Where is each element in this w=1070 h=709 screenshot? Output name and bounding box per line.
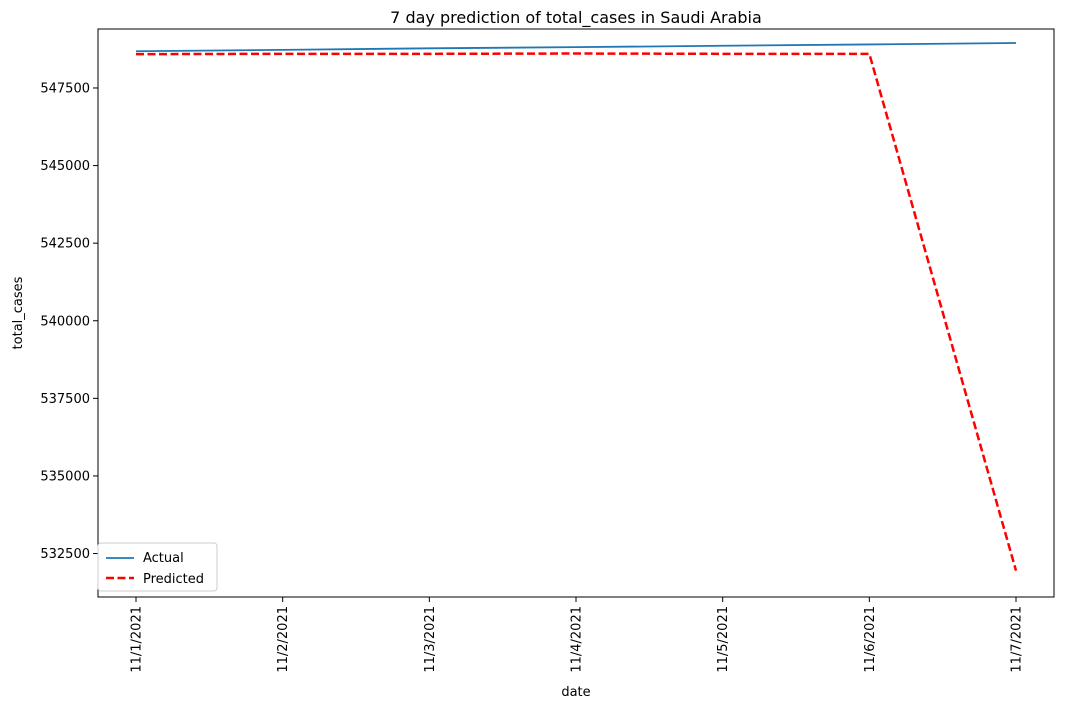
plot-area xyxy=(135,42,1018,571)
y-axis: 532500 535000 537500 540000 542500 545000 5475… xyxy=(40,81,98,562)
x-tick-label: 11/7/2021 xyxy=(1010,606,1025,673)
y-tick-label: 547500 xyxy=(40,81,90,96)
legend-label-predicted: Predicted xyxy=(143,572,204,587)
x-axis: 11/1/2021 11/2/2021 11/3/2021 11/4/2021 11/5… xyxy=(130,597,1025,673)
chart-title: 7 day prediction of total_cases in Saudi… xyxy=(390,8,762,28)
legend: Actual Predicted xyxy=(97,542,218,592)
y-axis-label: total_cases xyxy=(11,276,26,349)
x-tick-label: 11/1/2021 xyxy=(130,606,145,673)
y-tick-label: 542500 xyxy=(40,237,90,252)
x-tick-label: 11/6/2021 xyxy=(863,606,878,673)
y-tick-label: 545000 xyxy=(40,159,90,174)
y-tick-label: 535000 xyxy=(40,469,90,484)
y-tick-label: 532500 xyxy=(40,547,90,562)
y-tick-label: 540000 xyxy=(40,314,90,329)
x-tick-label: 11/3/2021 xyxy=(423,606,438,673)
legend-box xyxy=(97,542,218,592)
x-axis-label: date xyxy=(561,685,590,700)
x-tick-label: 11/4/2021 xyxy=(570,606,585,673)
x-tick-label: 11/2/2021 xyxy=(276,606,291,673)
x-tick-label: 11/5/2021 xyxy=(716,606,731,673)
y-tick-label: 537500 xyxy=(40,392,90,407)
legend-label-actual: Actual xyxy=(143,551,184,566)
